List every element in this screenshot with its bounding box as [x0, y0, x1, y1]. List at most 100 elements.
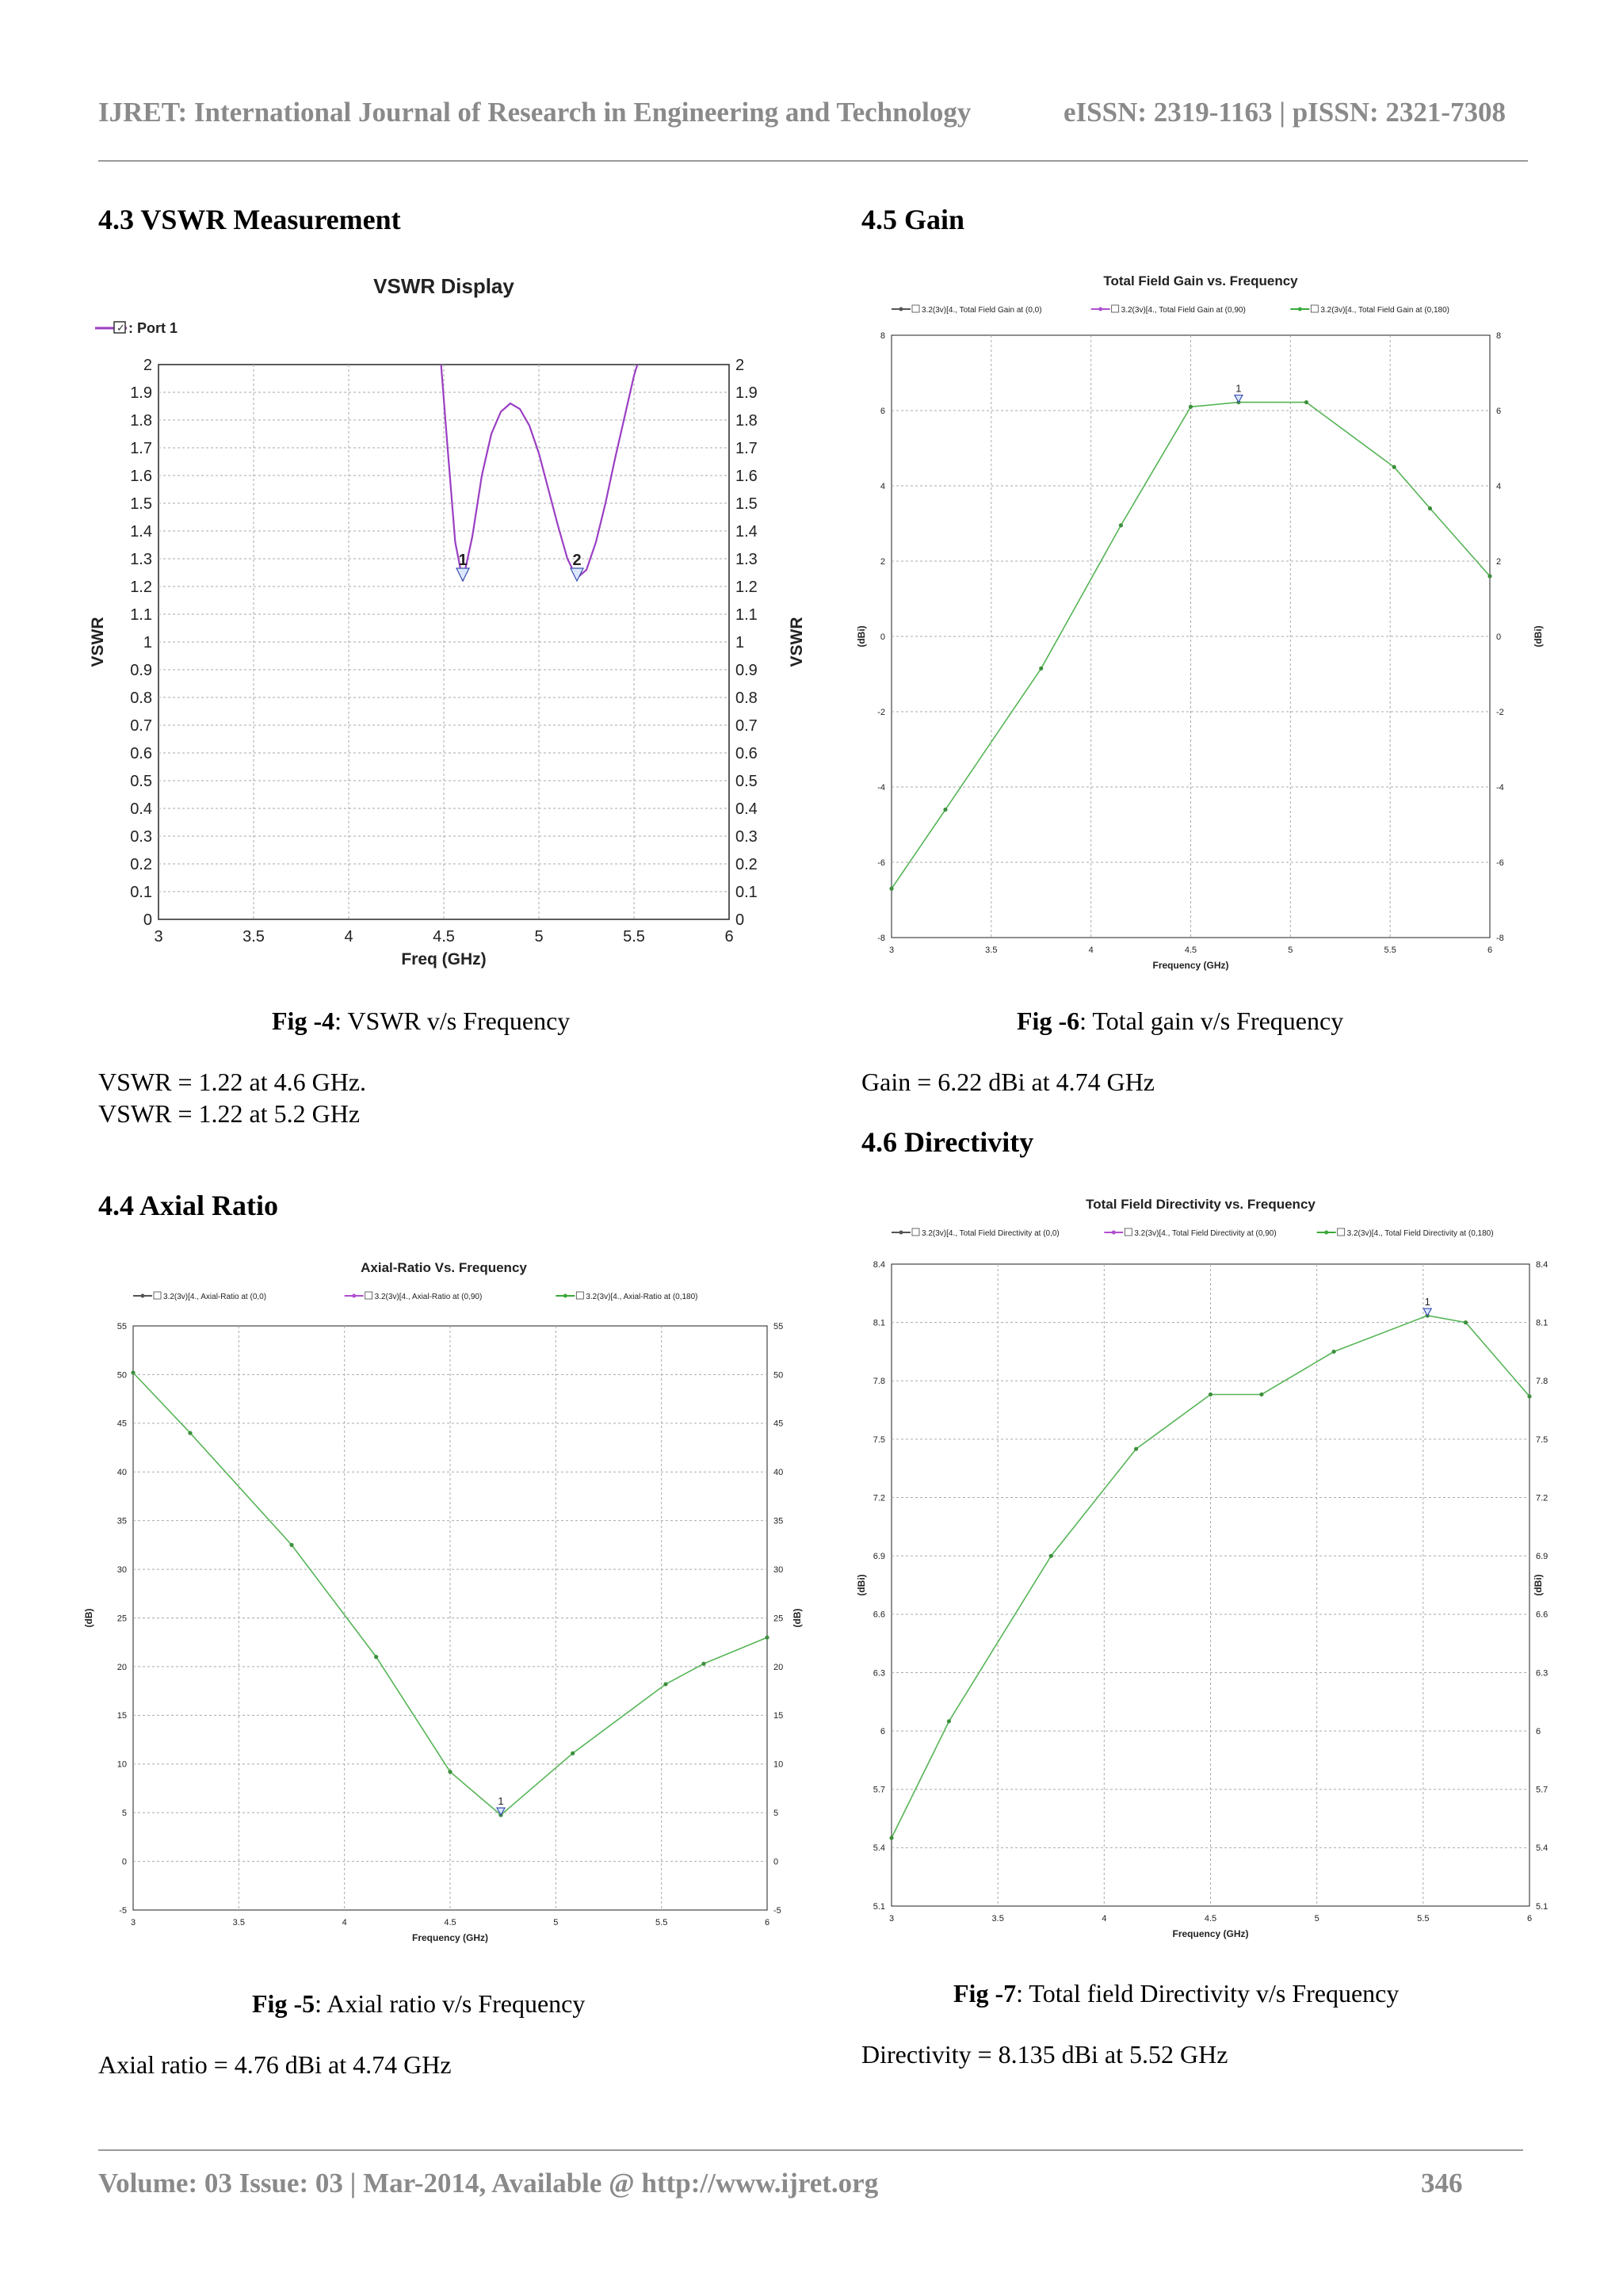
- x-tick-label: 6: [765, 1918, 769, 1927]
- x-tick-label: 4.5: [444, 1918, 456, 1927]
- y-tick-label-right: 0: [1496, 632, 1501, 642]
- data-point: [889, 1836, 894, 1840]
- y-tick-label: -8: [877, 934, 885, 943]
- legend-checkbox: [911, 1228, 920, 1236]
- y-tick-label: 4: [880, 482, 885, 491]
- y-tick-label-right: 0.3: [735, 828, 758, 846]
- y-tick-label: 35: [117, 1517, 127, 1526]
- y-tick-label-right: 1.9: [735, 384, 758, 402]
- y-tick-label: 0.8: [130, 690, 152, 707]
- y-tick-label-right: 8.4: [1536, 1260, 1548, 1270]
- marker-label: 2: [572, 552, 581, 569]
- marker-label: 1: [1425, 1296, 1430, 1308]
- data-point: [1487, 574, 1492, 579]
- fig4-text: : VSWR v/s Frequency: [334, 1007, 571, 1035]
- legend-checkbox: [365, 1291, 373, 1300]
- marker-label: 1: [458, 552, 467, 569]
- series-line: [892, 1315, 1529, 1839]
- axial-ratio-chart: Axial-Ratio Vs. Frequency 3.2(3v)[4., Axi…: [83, 1260, 803, 1943]
- y-tick-label-right: 6.3: [1536, 1668, 1548, 1678]
- issn-info: eISSN: 2319-1163 | pISSN: 2321-7308: [1064, 97, 1507, 128]
- y-axis-label: (dB): [83, 1609, 94, 1628]
- y-tick-label: 1.3: [130, 551, 152, 568]
- y-tick-label: 6.6: [873, 1610, 885, 1620]
- data-point: [1331, 1349, 1336, 1354]
- y-tick-label-right: 5.1: [1536, 1902, 1548, 1912]
- legend-checkbox: [1337, 1228, 1346, 1236]
- fig4-label: Fig -4: [272, 1007, 335, 1035]
- marker-triangle: [495, 1807, 506, 1817]
- vswr-result-2: VSWR = 1.22 at 5.2 GHz: [98, 1099, 361, 1128]
- y-tick-label: 6: [880, 407, 885, 416]
- y-tick-label-right: 8: [1496, 331, 1501, 341]
- y-tick-label: 25: [117, 1614, 127, 1623]
- legend-check-mark: ✓: [116, 322, 125, 334]
- y-tick-label: 8: [880, 331, 885, 341]
- y-tick-label-right: 25: [773, 1614, 783, 1623]
- y-tick-label: 1: [143, 634, 152, 651]
- data-point: [946, 1719, 952, 1724]
- section-directivity-heading: 4.6 Directivity: [861, 1126, 1034, 1158]
- x-tick-label: 4.5: [1185, 946, 1197, 955]
- legend-checkbox: [1310, 304, 1319, 313]
- x-tick-label: 5: [1288, 946, 1293, 955]
- y-tick-label: 1.4: [130, 523, 152, 541]
- fig7-caption: Fig -7: Total field Directivity v/s Freq…: [953, 1979, 1399, 2008]
- data-point: [701, 1661, 706, 1666]
- y-tick-label: 30: [117, 1565, 127, 1575]
- y-tick-label-right: 0.8: [735, 690, 758, 707]
- x-tick-label: 6: [1527, 1914, 1532, 1924]
- y-tick-label-right: 45: [773, 1419, 783, 1429]
- y-tick-label: 6: [880, 1727, 885, 1736]
- page-number: 346: [1421, 2168, 1463, 2199]
- y-tick-label: 0.2: [130, 856, 152, 873]
- journal-title: IJRET: International Journal of Research…: [98, 97, 972, 128]
- y-tick-label: 0.1: [130, 884, 152, 901]
- x-tick-label: 5: [1315, 1914, 1319, 1924]
- legend-dot: [1324, 1230, 1329, 1235]
- y-tick-label: 1.7: [130, 440, 152, 457]
- data-point: [1039, 666, 1044, 670]
- y-tick-label: 5: [122, 1809, 127, 1818]
- y-tick-label: 5.4: [873, 1843, 885, 1853]
- legend-dot: [563, 1293, 567, 1298]
- y-tick-label-right: 50: [773, 1370, 783, 1380]
- marker-label: 1: [1235, 383, 1241, 395]
- marker-triangle: [570, 567, 584, 583]
- legend-label: 3.2(3v)[4., Total Field Directivity at (…: [1134, 1229, 1276, 1238]
- y-tick-label-right: 0: [735, 911, 744, 929]
- y-tick-label-right: 7.2: [1536, 1493, 1548, 1503]
- y-tick-label: 0.5: [130, 773, 152, 790]
- data-point: [1188, 404, 1193, 409]
- y-tick-label-right: 0.7: [735, 717, 758, 735]
- y-tick-label-right: 35: [773, 1517, 783, 1526]
- x-tick-label: 4.5: [433, 928, 455, 946]
- series-line: [892, 401, 1490, 889]
- legend-checkbox: [575, 1291, 584, 1300]
- fig5-text: : Axial ratio v/s Frequency: [315, 1989, 586, 2018]
- y-tick-label: -5: [119, 1906, 127, 1916]
- marker-triangle: [456, 567, 470, 583]
- legend-label: 3.2(3v)[4., Axial-Ratio at (0,0): [163, 1293, 266, 1301]
- y-tick-label-right: 7.5: [1536, 1435, 1548, 1445]
- y-tick-label: 1.6: [130, 468, 152, 485]
- legend-dot: [1297, 307, 1302, 311]
- y-tick-label-right: 1.5: [735, 495, 758, 513]
- section-axial-heading: 4.4 Axial Ratio: [98, 1190, 279, 1221]
- section-gain-heading: 4.5 Gain: [861, 204, 965, 235]
- legend-checkbox: [153, 1291, 162, 1300]
- section-vswr-heading: 4.3 VSWR Measurement: [98, 204, 401, 235]
- y-tick-label: 45: [117, 1419, 127, 1429]
- y-tick-label-right: 1: [735, 634, 744, 651]
- data-point: [1427, 506, 1433, 511]
- y-tick-label: 7.2: [873, 1493, 885, 1503]
- y-tick-label-right: 20: [773, 1663, 783, 1672]
- legend-label: 3.2(3v)[4., Axial-Ratio at (0,180): [586, 1293, 697, 1301]
- legend-dot: [140, 1293, 145, 1298]
- legend-dot: [899, 307, 903, 311]
- y-tick-label-right: 0.5: [735, 773, 758, 790]
- y-tick-label: 1.8: [130, 412, 152, 430]
- series-line: [133, 1372, 767, 1817]
- y-axis-label-right: (dB): [792, 1609, 803, 1628]
- y-tick-label-right: 6.9: [1536, 1552, 1548, 1561]
